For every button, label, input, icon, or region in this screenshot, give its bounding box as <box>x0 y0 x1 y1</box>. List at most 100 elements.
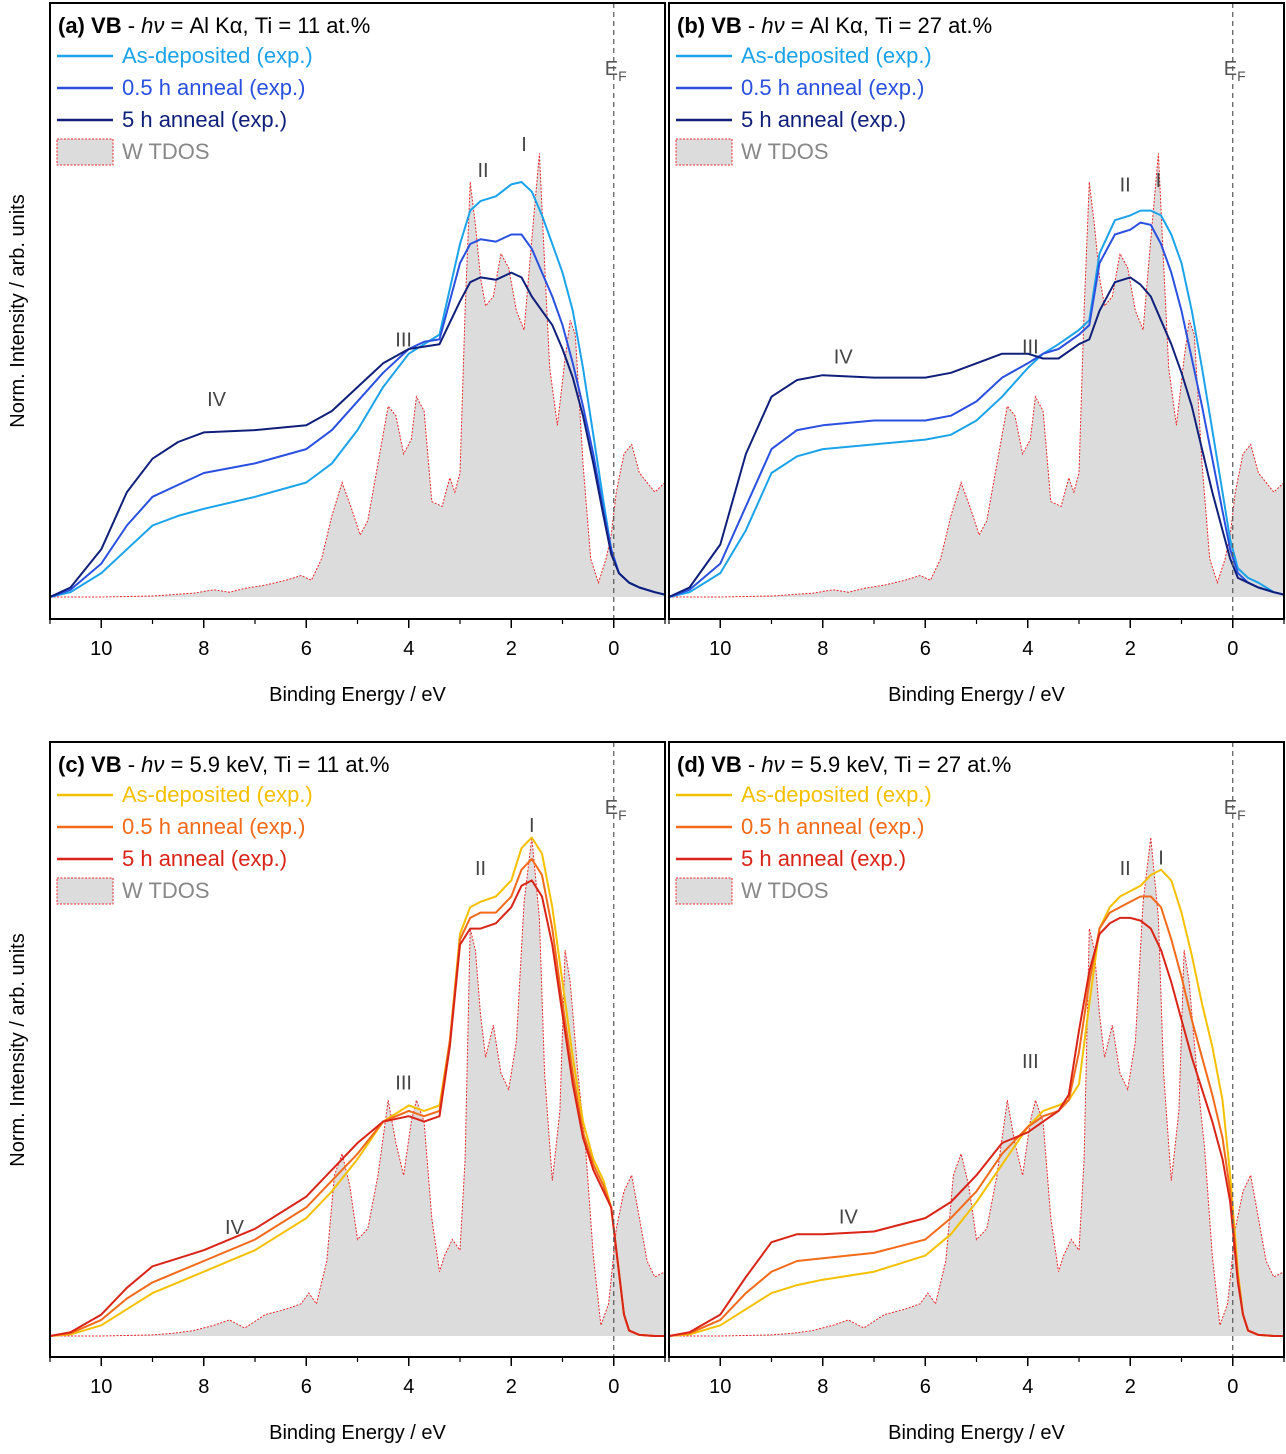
x-tick-label: 4 <box>1022 638 1033 660</box>
x-tick-label: 8 <box>817 638 828 660</box>
title-rest: = Al Kα, Ti = 11 at.% <box>164 13 370 38</box>
title-hv: hν <box>141 752 164 777</box>
x-tick-label: 0 <box>608 638 619 660</box>
title-dash: - <box>742 13 762 38</box>
series-line-as-deposited-exp <box>50 181 665 598</box>
title-rest: = 5.9 keV, Ti = 27 at.% <box>785 752 1012 777</box>
peak-label: III <box>395 1072 412 1094</box>
panel-title: (c) VB - hν = 5.9 keV, Ti = 11 at.% <box>58 752 389 777</box>
x-tick-label: 10 <box>709 1376 731 1398</box>
series-line-as-deposited-exp <box>669 868 1284 1337</box>
peak-label: III <box>1022 1051 1039 1073</box>
x-tick-label: 8 <box>817 1376 828 1398</box>
title-hv: hν <box>141 13 164 38</box>
x-tick-label: 0 <box>1227 638 1238 660</box>
x-tick-label: 2 <box>1125 1376 1136 1398</box>
fermi-label-main: E <box>605 797 618 819</box>
peak-label: III <box>395 330 412 352</box>
x-tick-label: 10 <box>90 638 112 660</box>
legend-swatch-tdos <box>56 138 114 166</box>
legend-label: 5 h anneal (exp.) <box>122 846 287 871</box>
peak-label: II <box>1120 858 1131 880</box>
x-tick-label: 6 <box>920 638 931 660</box>
legend-label: 5 h anneal (exp.) <box>122 107 287 132</box>
plot-area <box>50 153 665 598</box>
x-tick-label: 4 <box>403 638 414 660</box>
peak-label: I <box>1156 170 1162 192</box>
tdos-area <box>50 837 665 1336</box>
fermi-label-sub: F <box>1237 68 1246 84</box>
series-line-5-h-anneal-exp <box>50 879 665 1337</box>
x-tick-label: 4 <box>1022 1376 1033 1398</box>
title-dash: - <box>742 752 762 777</box>
tdos-area <box>50 153 665 597</box>
x-tick-label: 6 <box>301 1376 312 1398</box>
series-line-5-h-anneal-exp <box>669 916 1284 1337</box>
fermi-label-sub: F <box>1237 807 1246 823</box>
x-tick-label: 2 <box>506 1376 517 1398</box>
tdos-line <box>50 837 665 1337</box>
peak-label: II <box>475 858 486 880</box>
peak-label: IV <box>207 389 227 411</box>
x-tick-label: 10 <box>709 638 731 660</box>
tdos-line <box>669 153 1284 598</box>
peak-label: I <box>529 815 535 837</box>
title-vb: VB <box>91 13 122 38</box>
x-tick-label: 6 <box>301 638 312 660</box>
legend-label: W TDOS <box>122 139 210 164</box>
peak-label: II <box>478 160 489 182</box>
legend-label: W TDOS <box>741 139 829 164</box>
x-tick-label: 8 <box>198 638 209 660</box>
legend-label: As-deposited (exp.) <box>741 43 932 68</box>
legend-swatch-tdos <box>56 877 114 905</box>
series-line-as-deposited-exp <box>669 209 1284 598</box>
tdos-line <box>669 837 1284 1337</box>
panel-letter: (d) <box>677 752 705 777</box>
legend-label: 0.5 h anneal (exp.) <box>122 75 305 100</box>
legend-label: 0.5 h anneal (exp.) <box>741 814 924 839</box>
series-line-5-h-anneal-exp <box>669 276 1284 598</box>
y-axis-label: Norm. Intensity / arb. units <box>7 933 29 1166</box>
fermi-label-sub: F <box>618 807 627 823</box>
series-line-0-5-h-anneal-exp <box>669 221 1284 598</box>
legend-label: W TDOS <box>122 878 210 903</box>
peak-label: IV <box>834 346 854 368</box>
x-tick-label: 10 <box>90 1376 112 1398</box>
plot-area <box>669 837 1284 1337</box>
x-tick-label: 0 <box>1227 1376 1238 1398</box>
legend-label: As-deposited (exp.) <box>122 43 313 68</box>
title-rest: = 5.9 keV, Ti = 11 at.% <box>164 752 389 777</box>
fermi-level-label: EF <box>605 58 627 84</box>
x-tick-label: 0 <box>608 1376 619 1398</box>
peak-label: IV <box>225 1217 245 1239</box>
title-hv: hν <box>761 752 784 777</box>
legend-label: 5 h anneal (exp.) <box>741 846 906 871</box>
peak-label: I <box>521 134 527 156</box>
panel-letter: (c) <box>58 752 85 777</box>
legend-label: As-deposited (exp.) <box>122 782 313 807</box>
x-tick-label: 6 <box>920 1376 931 1398</box>
fermi-label-sub: F <box>618 68 627 84</box>
title-hv: hν <box>761 13 784 38</box>
peak-label: III <box>1022 337 1039 359</box>
x-axis-label: Binding Energy / eV <box>888 1422 1065 1444</box>
title-vb: VB <box>711 752 742 777</box>
fermi-label-main: E <box>1224 58 1237 80</box>
panel-title: (d) VB - hν = 5.9 keV, Ti = 27 at.% <box>677 752 1011 777</box>
fermi-level-label: EF <box>1224 797 1246 823</box>
series-line-0-5-h-anneal-exp <box>669 895 1284 1337</box>
x-axis-label: Binding Energy / eV <box>269 684 446 706</box>
tdos-area <box>669 153 1284 597</box>
peak-label: I <box>1158 847 1164 869</box>
tdos-area <box>669 837 1284 1336</box>
legend-label: 5 h anneal (exp.) <box>741 107 906 132</box>
title-vb: VB <box>91 752 122 777</box>
legend-label: W TDOS <box>741 878 829 903</box>
series-line-5-h-anneal-exp <box>50 271 665 598</box>
